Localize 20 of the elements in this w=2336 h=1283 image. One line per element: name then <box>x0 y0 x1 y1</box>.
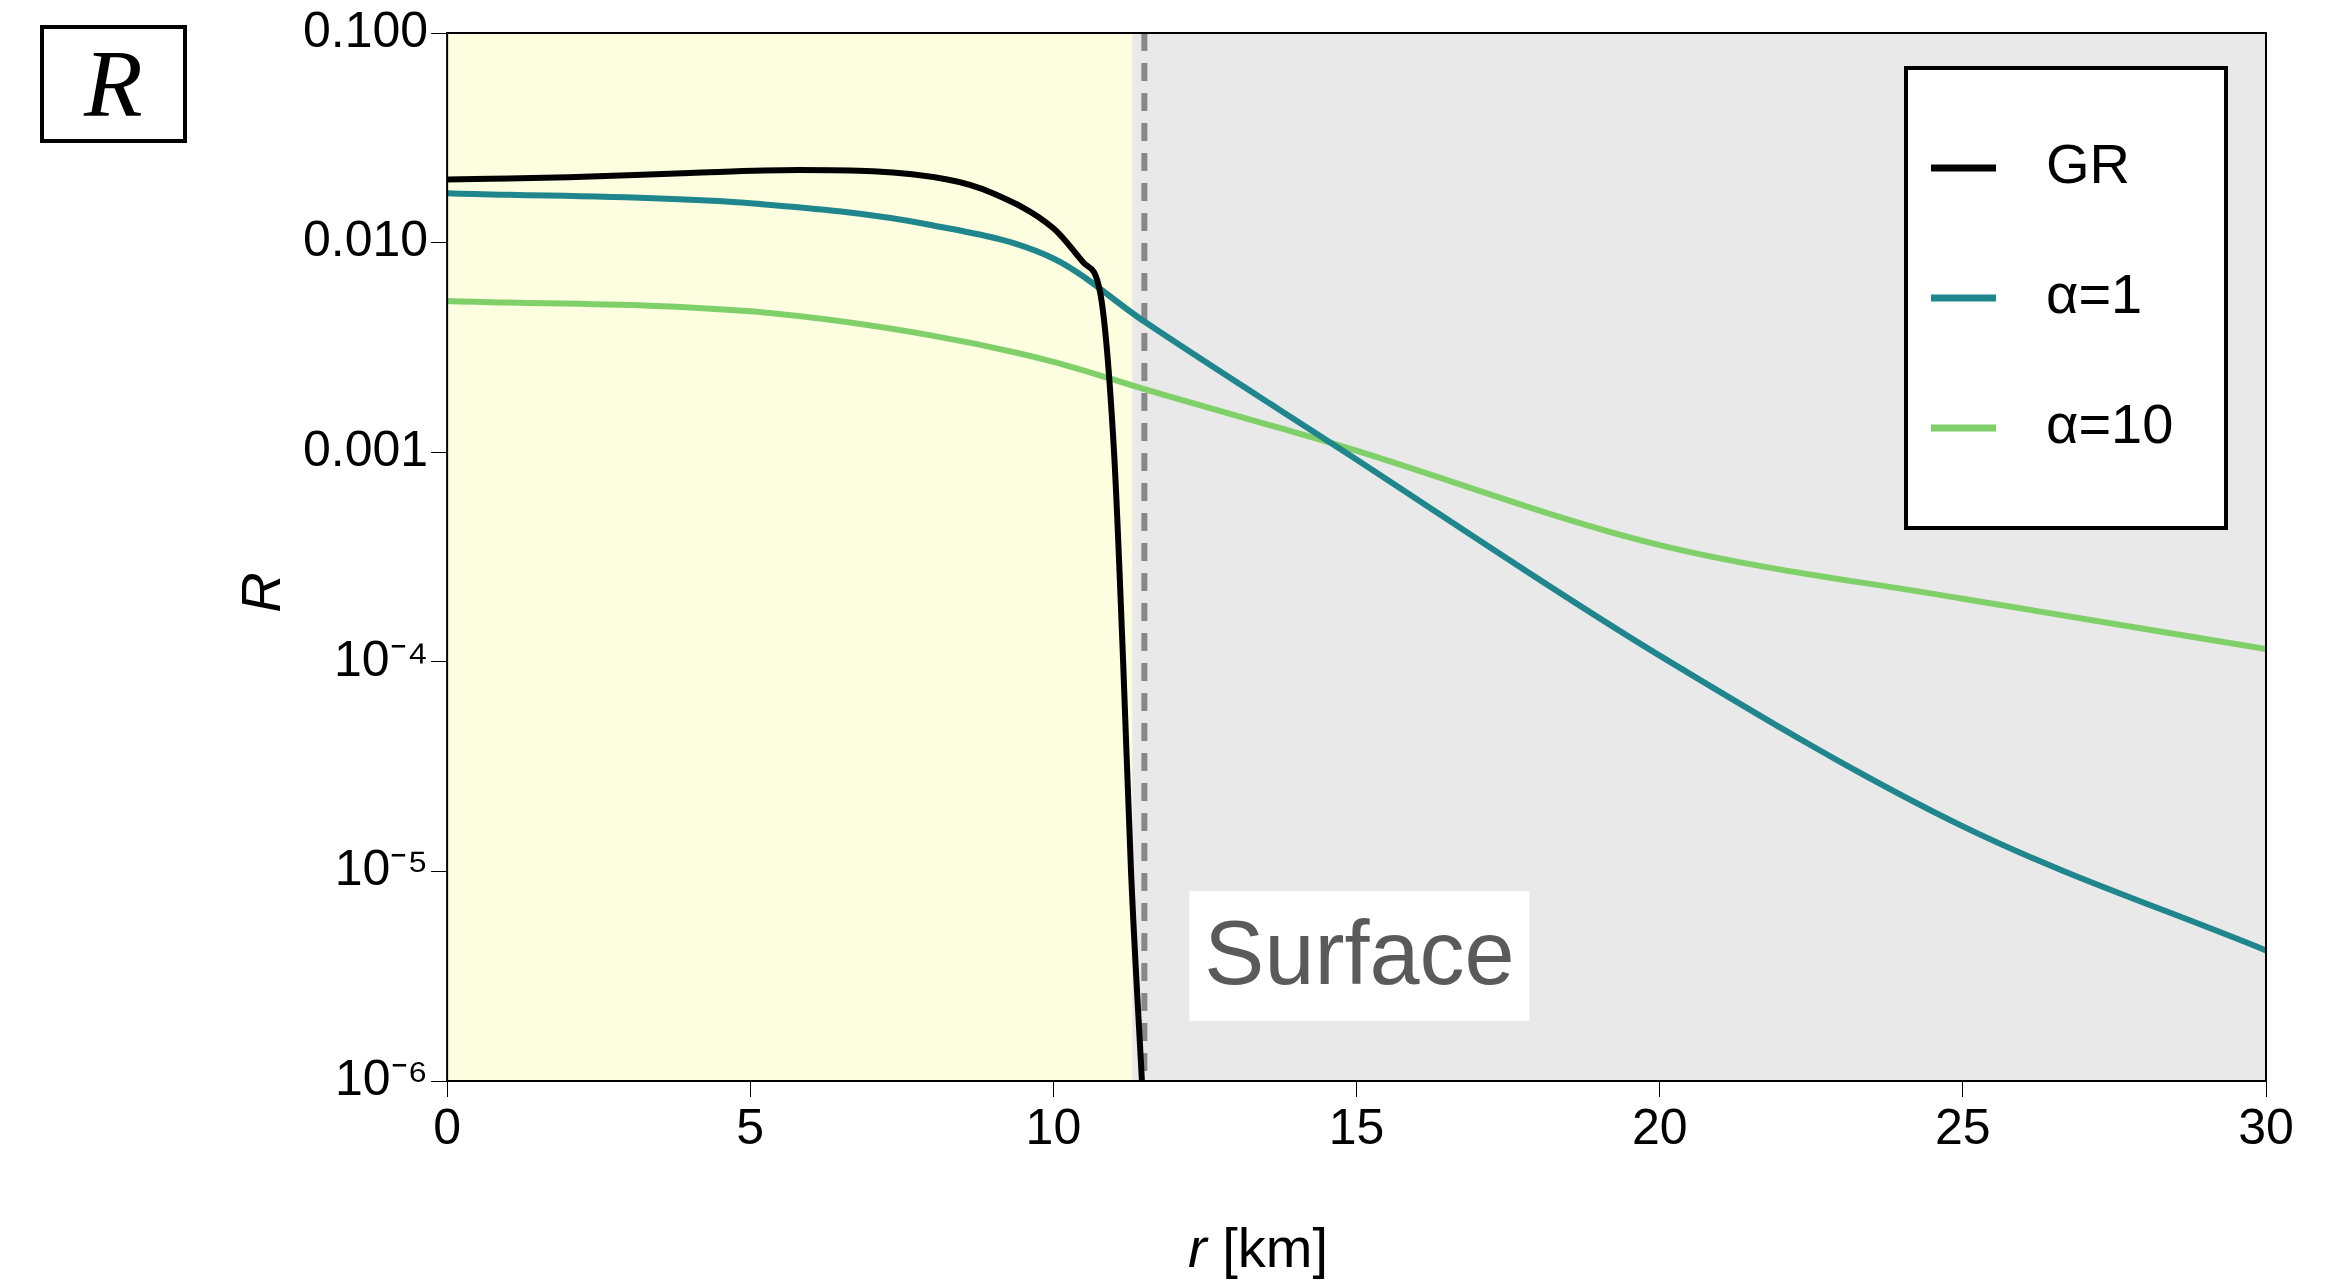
x-tick-label: 10 <box>1025 1098 1082 1155</box>
y-tick-label: 10⁻⁵ <box>334 840 429 897</box>
y-tick-label: 0.001 <box>303 420 429 477</box>
x-tick-label: 20 <box>1631 1098 1688 1155</box>
legend-label: GR <box>2046 132 2130 196</box>
legend-label: α=10 <box>2046 392 2174 456</box>
y-tick-label: 0.010 <box>303 211 429 268</box>
ref-line-label: Surface <box>1204 902 1515 1003</box>
x-axis-title: r [km] <box>1187 1215 1329 1280</box>
y-tick-label: 0.100 <box>303 1 429 58</box>
chart-title: R <box>40 25 187 143</box>
x-tick-label: 5 <box>736 1098 765 1155</box>
x-tick-label: 25 <box>1935 1098 1991 1155</box>
x-tick-label: 0 <box>433 1098 462 1155</box>
y-axis-title: R <box>227 572 293 613</box>
y-tick-label: 10⁻⁶ <box>334 1049 429 1106</box>
legend-label: α=1 <box>2046 262 2143 326</box>
x-tick-label: 30 <box>2238 1098 2294 1155</box>
y-tick-label: 10⁻⁴ <box>334 630 429 687</box>
x-tick-label: 15 <box>1328 1098 1385 1155</box>
